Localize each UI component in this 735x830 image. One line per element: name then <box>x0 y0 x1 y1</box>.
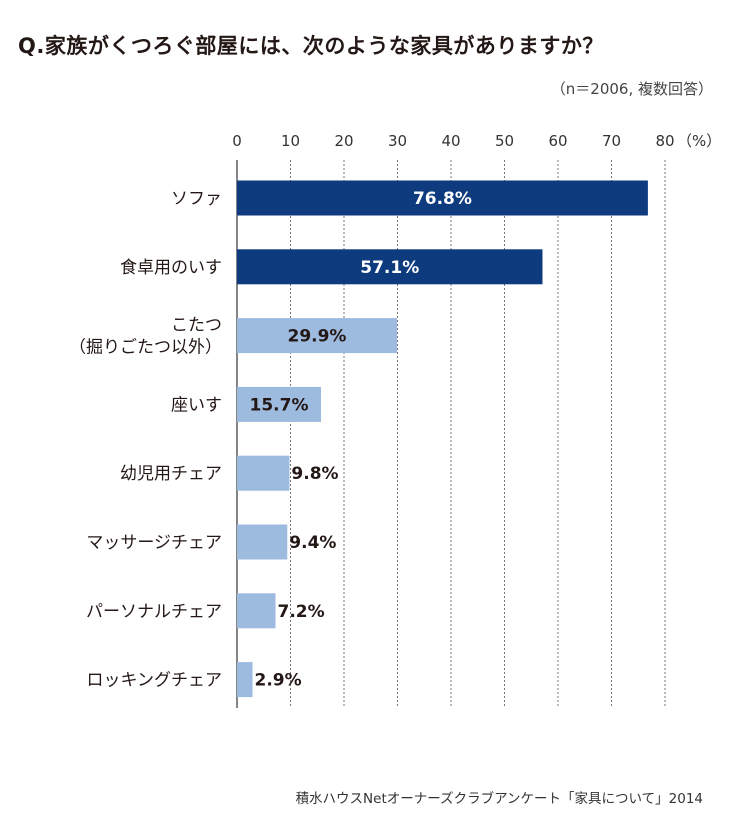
bar <box>237 180 648 216</box>
value-labels: 76.8% 57.1% 29.9% 15.7% 9.8% 9.4% 7.2% 2.9% <box>250 189 472 691</box>
category-label: パーソナルチェア <box>86 602 222 622</box>
category-label: マッサージチェア <box>86 533 222 553</box>
bar <box>237 455 290 491</box>
x-axis-ticks: 0 10 20 30 40 50 60 70 80 （%） <box>232 132 721 150</box>
category-label: ロッキングチェア <box>87 671 223 691</box>
value-label: 7.2% <box>278 602 325 622</box>
value-label: 9.8% <box>291 464 338 484</box>
x-tick-label: 40 <box>441 132 460 150</box>
x-tick-label: 30 <box>388 132 407 150</box>
bar <box>237 662 253 698</box>
category-label: 食卓用のいす <box>120 258 222 278</box>
bar <box>237 386 321 422</box>
source-note: 積水ハウスNetオーナーズクラブアンケート「家具について」2014 <box>295 791 703 807</box>
bar <box>237 249 543 285</box>
grid-lines <box>236 160 666 708</box>
x-tick-label: 80 <box>655 132 674 150</box>
x-axis-unit: （%） <box>677 132 721 150</box>
value-label: 57.1% <box>360 258 419 278</box>
bar <box>237 593 276 629</box>
x-tick-label: 10 <box>281 132 300 150</box>
bar <box>237 318 397 354</box>
x-tick-label: 50 <box>495 132 514 150</box>
category-label: 座いす <box>171 395 222 415</box>
bar <box>237 524 288 560</box>
value-label: 9.4% <box>289 533 336 553</box>
x-tick-label: 20 <box>334 132 353 150</box>
category-label: ソファ <box>171 189 222 209</box>
x-tick-label: 0 <box>232 132 242 150</box>
category-label: （掘りごたつ以外） <box>69 338 222 358</box>
sample-note: （n＝2006, 複数回答） <box>550 80 713 98</box>
category-label: 幼児用チェア <box>120 464 222 484</box>
category-label: こたつ <box>171 316 222 336</box>
value-label: 29.9% <box>287 327 346 347</box>
chart-title: Q.家族がくつろぐ部屋には、次のような家具がありますか？ <box>18 34 604 58</box>
value-label: 2.9% <box>255 671 302 691</box>
bars <box>237 180 648 698</box>
x-tick-label: 70 <box>602 132 621 150</box>
value-label: 76.8% <box>413 189 472 209</box>
value-label: 15.7% <box>250 395 309 415</box>
x-tick-label: 60 <box>548 132 567 150</box>
